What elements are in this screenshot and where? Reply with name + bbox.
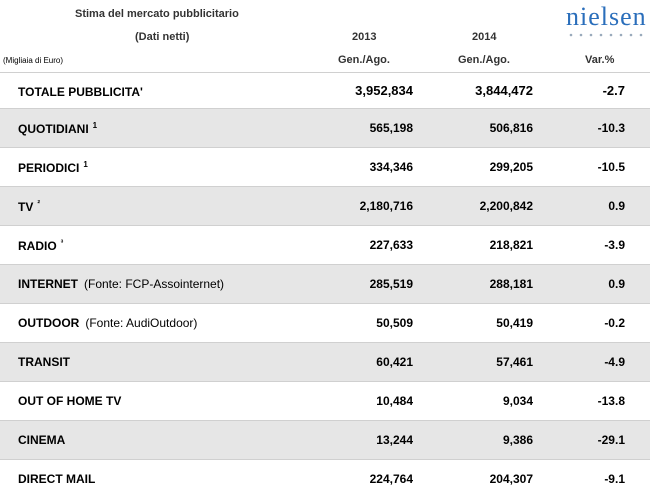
cell-value: 224,764 [369,472,413,486]
row-name: TOTALE PUBBLICITA' [18,83,143,99]
row-label: PERIODICI [18,161,80,175]
cell-value: 0.9 [608,199,625,213]
cell-value: -0.2 [604,316,625,330]
table-row: OUTDOOR (Fonte: AudiOutdoor) 50,509 50,419 -… [0,303,650,342]
unit: (Migliaia di Euro) [3,56,64,65]
cell-value: 285,519 [369,277,413,291]
row-label: RADIO [18,239,57,253]
cell-value: 9,386 [502,433,533,447]
footnote-mark: ³ [60,238,64,247]
row-name: PERIODICI 1 [18,160,88,175]
row-name: INTERNET (Fonte: FCP-Assointernet) [18,277,224,291]
period: Var.% [585,54,615,66]
year: 2013 [352,31,377,43]
row-label: CINEMA [18,433,66,447]
cell-value: -4.9 [604,355,625,369]
logo: nielsen [566,2,647,31]
row-label: TOTALE PUBBLICITA' [18,85,143,99]
row-name: TV ² [18,199,40,214]
cell-value: 299,205 [489,160,533,174]
logo-dots [569,33,643,37]
cell-value: 13,244 [376,433,413,447]
cell-value: 3,952,834 [355,83,413,98]
cell-value: 565,198 [369,121,413,135]
cell-value: 10,484 [376,394,413,408]
year: 2014 [472,31,497,43]
subtitle: (Dati netti) [135,31,190,43]
cell-value: 50,419 [496,316,533,330]
row-label: OUT OF HOME TV [18,394,122,408]
period: Gen./Ago. [338,54,390,66]
cell-value: 3,844,472 [475,83,533,98]
cell-value: 288,181 [489,277,533,291]
row-label: DIRECT MAIL [18,472,96,486]
cell-value: -3.9 [604,238,625,252]
source-note: (Fonte: FCP-Assointernet) [84,277,225,291]
table-row: PERIODICI 1 334,346 299,205 -10.5 [0,147,650,186]
cell-value: 218,821 [489,238,533,252]
row-name: DIRECT MAIL [18,472,95,486]
table-row: CINEMA 13,244 9,386 -29.1 [0,420,650,459]
period: Gen./Ago. [458,54,510,66]
row-name: OUT OF HOME TV [18,394,121,408]
table-row: TOTALE PUBBLICITA' 3,952,834 3,844,472 -2.7 [0,72,650,108]
row-label: TV [18,200,34,214]
cell-value: 227,633 [369,238,413,252]
row-name: OUTDOOR (Fonte: AudiOutdoor) [18,316,197,330]
footnote-mark: 1 [83,160,88,169]
table-row: INTERNET (Fonte: FCP-Assointernet) 285,519… [0,264,650,303]
cell-value: -29.1 [597,433,625,447]
cell-value: -10.3 [597,121,625,135]
table-row: TV ² 2,180,716 2,200,842 0.9 [0,186,650,225]
cell-value: 2,200,842 [479,199,533,213]
cell-value: 506,816 [489,121,533,135]
row-name: TRANSIT [18,355,70,369]
cell-value: -10.5 [597,160,625,174]
row-label: TRANSIT [18,355,70,369]
table-row: DIRECT MAIL 224,764 204,307 -9.1 [0,459,650,499]
cell-value: 204,307 [489,472,533,486]
cell-value: 50,509 [376,316,413,330]
title: Stima del mercato pubblicitario [75,8,239,20]
cell-value: 0.9 [608,277,625,291]
row-name: RADIO ³ [18,238,63,253]
table-row: QUOTIDIANI 1 565,198 506,816 -10.3 [0,108,650,147]
cell-value: 334,346 [369,160,413,174]
cell-value: -9.1 [604,472,625,486]
row-name: CINEMA [18,433,65,447]
footnote-mark: 1 [92,121,98,130]
source-note: (Fonte: AudiOutdoor) [85,316,198,330]
row-label: OUTDOOR [18,316,80,330]
row-label: QUOTIDIANI [18,122,89,136]
cell-value: 9,034 [502,394,533,408]
cell-value: -2.7 [602,83,625,98]
table-row: OUT OF HOME TV 10,484 9,034 -13.8 [0,381,650,420]
row-label: INTERNET [18,277,78,291]
cell-value: 57,461 [496,355,533,369]
table-row: TRANSIT 60,421 57,461 -4.9 [0,342,650,381]
footnote-mark: ² [37,199,41,208]
cell-value: 2,180,716 [359,199,413,213]
cell-value: 60,421 [376,355,413,369]
table-row: RADIO ³ 227,633 218,821 -3.9 [0,225,650,264]
row-name: QUOTIDIANI 1 [18,121,97,136]
cell-value: -13.8 [597,394,625,408]
